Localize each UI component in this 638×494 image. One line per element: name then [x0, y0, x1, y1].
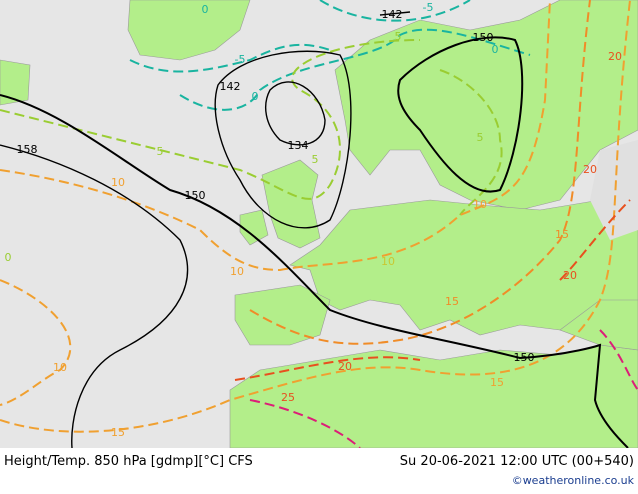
- map-title: Height/Temp. 850 hPa [gdmp][°C] CFS: [4, 454, 253, 469]
- credit: ©weatheronline.co.uk: [511, 474, 634, 487]
- outside-area: [590, 140, 638, 240]
- height-contours: [0, 11, 629, 448]
- map-datetime: Su 20-06-2021 12:00 UTC (00+540): [399, 454, 634, 469]
- contour-label: -5: [423, 1, 434, 14]
- contour-label: 20: [583, 163, 597, 176]
- contour-label: 158: [17, 143, 38, 156]
- contour-label: 10: [230, 265, 244, 278]
- contour-label: 15: [490, 376, 504, 389]
- contour-label: 20: [338, 360, 352, 373]
- contour-label: 5: [477, 131, 484, 144]
- contour-label: 25: [281, 391, 295, 404]
- contour-label: 5: [157, 145, 164, 158]
- contour-label: 0: [252, 90, 259, 103]
- contour-label: 0: [202, 3, 209, 16]
- contour-label: 5: [312, 153, 319, 166]
- contour-label: 10: [53, 361, 67, 374]
- contour-label: 134: [288, 139, 309, 152]
- contour-label: 150: [185, 189, 206, 202]
- contour-labels: 142-500150-55142013455158150101010051015…: [5, 1, 623, 439]
- contour-label: 0: [5, 251, 12, 264]
- temperature-contours: [0, 0, 638, 448]
- map: 142-500150-55142013455158150101010051015…: [0, 0, 638, 448]
- land: [0, 0, 638, 448]
- contour-label: 10: [381, 255, 395, 268]
- contour-label: 10: [473, 198, 487, 211]
- contour-label: 20: [608, 50, 622, 63]
- contour-label: 20: [563, 269, 577, 282]
- contour-label: 142: [382, 8, 403, 21]
- contour-label: 5: [395, 30, 402, 43]
- contour-label: 0: [492, 43, 499, 56]
- contour-label: -5: [235, 53, 246, 66]
- contour-label: 15: [445, 295, 459, 308]
- contour-label: 15: [111, 426, 125, 439]
- contour-label: 142: [220, 80, 241, 93]
- contour-label: 10: [111, 176, 125, 189]
- contour-label: 15: [555, 228, 569, 241]
- contour-label: 150: [473, 31, 494, 44]
- contour-label: 150: [514, 351, 535, 364]
